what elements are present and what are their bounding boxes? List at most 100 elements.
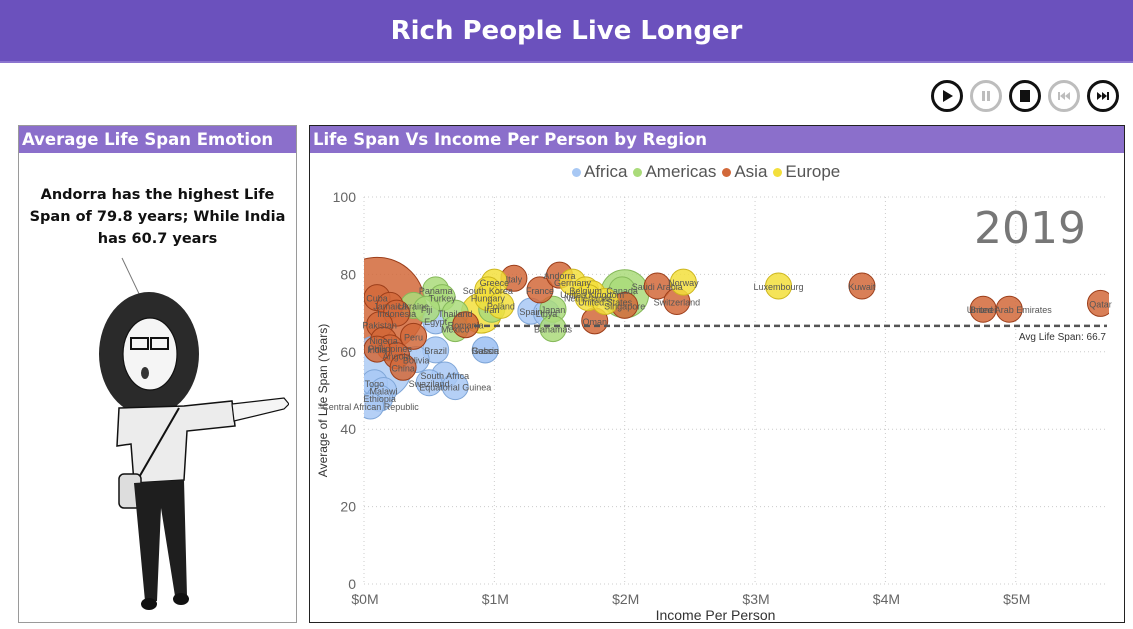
legend-item-americas[interactable]: Americas: [633, 162, 716, 182]
bubble-label: Ukraine: [398, 301, 429, 311]
play-axis-year: 2019: [974, 203, 1086, 254]
bubble-label: Fiji: [421, 305, 433, 315]
data-bubble[interactable]: [415, 369, 443, 397]
bubble-label: Indonesia: [377, 309, 416, 319]
bubble-label: Jamaica: [373, 301, 407, 311]
bubble-label: China: [391, 363, 415, 373]
bubble-label: United Kingdom: [560, 290, 624, 300]
bubble-label: Cuba: [366, 294, 388, 304]
bubble-label: Brunei: [970, 305, 996, 315]
legend-item-africa[interactable]: Africa: [572, 162, 627, 182]
data-bubble[interactable]: [471, 336, 499, 364]
bubble-label: Iran: [484, 305, 500, 315]
data-bubble[interactable]: [848, 272, 876, 300]
scatter-plot[interactable]: 0 20 40 60 80 100 $0M $1M $2M $3M $4M $5M Income Per…: [310, 153, 1124, 623]
bubble-label: Brazil: [424, 346, 447, 356]
chart-panel: Life Span Vs Income Per Person by Region…: [309, 125, 1125, 623]
data-bubble[interactable]: [1086, 289, 1113, 317]
skip-forward-icon: [1097, 92, 1109, 100]
data-bubble[interactable]: [669, 268, 697, 296]
bubble-label: Saudi Arabia: [632, 282, 683, 292]
bubble-label: Bahamas: [534, 325, 573, 335]
bubble-label: Poland: [487, 301, 515, 311]
bubble-label: Kuwait: [848, 282, 876, 292]
bubble-label: Malawi: [370, 387, 398, 397]
bubble-label: Thailand: [438, 309, 473, 319]
bubble-label: Japan: [541, 305, 566, 315]
bubble-label: United States: [578, 297, 633, 307]
next-button[interactable]: [1087, 80, 1119, 112]
legend-dot-icon: [633, 167, 643, 177]
bubble-label: Ethiopia: [363, 394, 396, 404]
bubble-label: Italy: [506, 274, 523, 284]
emotion-message: Andorra has the highest Life Span of 79.…: [29, 187, 286, 247]
y-tick-label: 100: [333, 189, 357, 205]
bubble-label: Germany: [554, 278, 592, 288]
bubble-label: Luxembourg: [753, 282, 803, 292]
bubble-label: Norway: [668, 278, 699, 288]
data-bubble[interactable]: [441, 373, 469, 401]
x-tick-label: $3M: [742, 591, 769, 607]
bubble-label: Netherlands: [564, 294, 613, 304]
bubble-label: Qatar: [1089, 299, 1112, 309]
y-axis-label: Average of Life Span (Years): [316, 324, 330, 477]
chart-legend: Africa Americas Asia Europe: [572, 162, 840, 182]
reference-line-label: Avg Life Span: 66.7: [1019, 332, 1107, 343]
bubble-label: Singapore: [604, 301, 645, 311]
data-bubble[interactable]: [487, 291, 515, 319]
stop-icon: [1020, 90, 1030, 102]
bubble-label: Egypt: [424, 317, 448, 327]
bubble-label: Spain: [519, 307, 542, 317]
emotion-panel-title: Average Life Span Emotion: [19, 126, 296, 153]
y-tick-label: 0: [348, 576, 356, 592]
data-bubble[interactable]: [400, 322, 428, 350]
bubble-layer: [358, 256, 1113, 420]
pause-button[interactable]: [970, 80, 1002, 112]
page-header: Rich People Live Longer: [0, 0, 1133, 63]
x-tick-label: $2M: [612, 591, 639, 607]
bubble-label: Libya: [536, 309, 558, 319]
data-bubble[interactable]: [765, 272, 793, 300]
bubble-label: India: [367, 345, 387, 355]
x-tick-label: $4M: [873, 591, 900, 607]
data-bubble[interactable]: [358, 392, 385, 420]
bubble-label: Russia: [471, 346, 499, 356]
data-bubble[interactable]: [539, 315, 567, 343]
y-tick-label: 40: [340, 421, 356, 437]
bubble-label: Hungary: [471, 294, 506, 304]
data-bubble[interactable]: [364, 335, 391, 363]
emotion-panel: Average Life Span Emotion Andorra has th…: [18, 125, 297, 623]
x-axis-label: Income Per Person: [656, 607, 776, 623]
y-tick-label: 60: [340, 344, 356, 360]
bubble-label: United Arab Emirates: [967, 305, 1053, 315]
legend-item-asia[interactable]: Asia: [722, 162, 767, 182]
bubble-label: South Korea: [463, 286, 513, 296]
bubble-label: Philippines: [368, 344, 412, 354]
stop-button[interactable]: [1009, 80, 1041, 112]
data-bubble[interactable]: [591, 287, 619, 315]
data-bubble[interactable]: [389, 353, 417, 381]
bubble-label: Bolivia: [403, 356, 430, 366]
x-tick-label: $1M: [482, 591, 509, 607]
playback-controls: [931, 80, 1119, 112]
bubble-label: Nigeria: [369, 336, 398, 346]
pointing-person-illustration: [99, 257, 289, 610]
play-button[interactable]: [931, 80, 963, 112]
previous-button[interactable]: [1048, 80, 1080, 112]
bubble-label: Angola: [383, 352, 411, 362]
legend-item-europe[interactable]: Europe: [773, 162, 840, 182]
data-bubble[interactable]: [526, 276, 554, 304]
bubble-label: Canada: [606, 286, 638, 296]
bubble-label: Equatorial Guinea: [419, 383, 491, 393]
data-bubble[interactable]: [995, 295, 1023, 323]
bubble-label: France: [526, 286, 554, 296]
legend-dot-icon: [773, 167, 783, 177]
y-tick-label: 20: [340, 499, 356, 515]
data-bubble[interactable]: [643, 272, 671, 300]
bubble-label: Oman: [582, 317, 607, 327]
bubble-label: Central African Republic: [322, 402, 419, 412]
bubble-label: Panama: [419, 286, 453, 296]
bubble-label: Belgium: [569, 286, 602, 296]
data-bubble[interactable]: [413, 295, 441, 323]
bubble-label: Togo: [365, 379, 385, 389]
